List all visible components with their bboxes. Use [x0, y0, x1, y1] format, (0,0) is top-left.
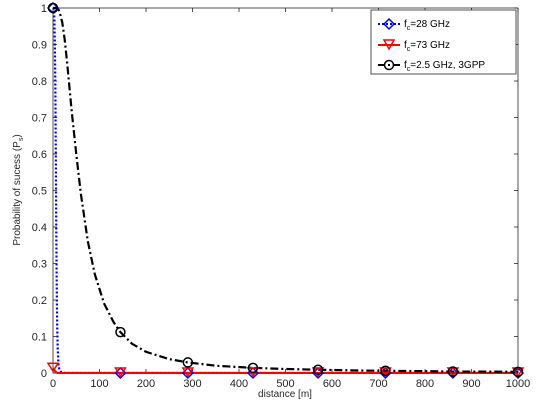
y-axis-label-tail: ): [12, 134, 23, 137]
y-tick-label-9: 0.9: [32, 40, 47, 52]
series-2-point-2: [182, 357, 194, 368]
series-1-point-4: [311, 367, 325, 378]
x-tick-label-6: 600: [323, 378, 341, 390]
x-tick-label-10: 1000: [506, 378, 530, 390]
y-tick-label-5: 0.5: [32, 186, 47, 198]
series-2-point-6: [447, 366, 459, 377]
x-tick-label-1: 100: [90, 378, 108, 390]
y-tick-label-4: 0.4: [32, 222, 47, 234]
series-2-point-5: [380, 365, 391, 377]
x-axis-ticks: 0 100 200 300 400 500 600 700 800 900 1000: [50, 8, 530, 390]
y-tick-label-2: 0.2: [32, 295, 47, 307]
y-tick-label-8: 0.8: [32, 76, 47, 88]
legend-label-0: fc=28 GHz: [404, 19, 450, 32]
legend-item-0: fc=28 GHz: [378, 17, 450, 32]
y-tick-label-7: 0.7: [32, 113, 47, 125]
y-tick-label-10: 1: [41, 3, 47, 15]
y-tick-label-6: 0.6: [32, 149, 47, 161]
legend-suffix-0: =28 GHz: [410, 19, 450, 30]
series-1-point-2: [181, 367, 195, 378]
series-line-2: [53, 6, 519, 373]
legend-prefix-0: f: [404, 19, 407, 30]
x-tick-label-2: 200: [137, 378, 155, 390]
x-tick-label-9: 900: [462, 378, 480, 390]
y-tick-label-3: 0.3: [32, 259, 47, 271]
y-axis-label: Probability of sucess (Ps): [12, 134, 25, 245]
legend-label-1: fc=73 GHz: [404, 40, 450, 53]
legend-box: [370, 9, 517, 75]
legend-prefix-2: f: [404, 60, 407, 71]
x-axis-label: distance [m]: [258, 389, 312, 400]
y-tick-label-0: 0: [41, 368, 47, 380]
legend-marker-0: [382, 17, 396, 31]
y-axis-label-sub: s: [18, 137, 25, 141]
x-tick-label-5: 500: [276, 378, 294, 390]
x-tick-label-8: 800: [416, 378, 434, 390]
series-1-point-1: [114, 367, 127, 378]
legend-item-2: fc=2.5 GHz, 3GPP: [378, 59, 485, 73]
legend-prefix-1: f: [404, 40, 407, 51]
legend-sub-0: c: [407, 25, 411, 32]
y-axis-ticks: 0 0.1 0.2 0.3 0.4 0.5 0.6 0.7 0.8 0.9 1: [32, 3, 518, 380]
x-tick-label-4: 400: [230, 378, 248, 390]
y-tick-label-1: 0.1: [32, 332, 47, 344]
x-tick-label-3: 300: [183, 378, 201, 390]
y-axis-label-main: Probability of sucess (P: [12, 141, 23, 246]
x-tick-label-7: 700: [369, 378, 387, 390]
series-1-point-0: [46, 362, 60, 373]
legend-label-2: fc=2.5 GHz, 3GPP: [404, 60, 485, 73]
marker-layer: [46, 1, 525, 380]
series-2-point-4: [312, 364, 324, 375]
series-2-point-1: [115, 326, 126, 338]
legend-item-1: fc=73 GHz: [378, 39, 450, 53]
legend-suffix-2: =2.5 GHz, 3GPP: [410, 60, 485, 71]
legend-marker-2: [383, 59, 395, 71]
series-1-point-6: [446, 367, 460, 378]
series-2-point-7: [512, 366, 524, 378]
legend-sub-1: c: [407, 46, 411, 53]
legend: fc=28 GHz fc=73 GHz fc=2.5 GHz, 3GPP: [370, 9, 517, 75]
series-2-point-0: [47, 2, 59, 14]
legend-sub-2: c: [407, 66, 411, 73]
legend-marker-1: [382, 39, 396, 51]
legend-suffix-1: =73 GHz: [410, 40, 450, 51]
x-tick-label-0: 0: [50, 378, 56, 390]
series-1-point-5: [379, 367, 392, 378]
series-2-point-3: [247, 362, 259, 374]
